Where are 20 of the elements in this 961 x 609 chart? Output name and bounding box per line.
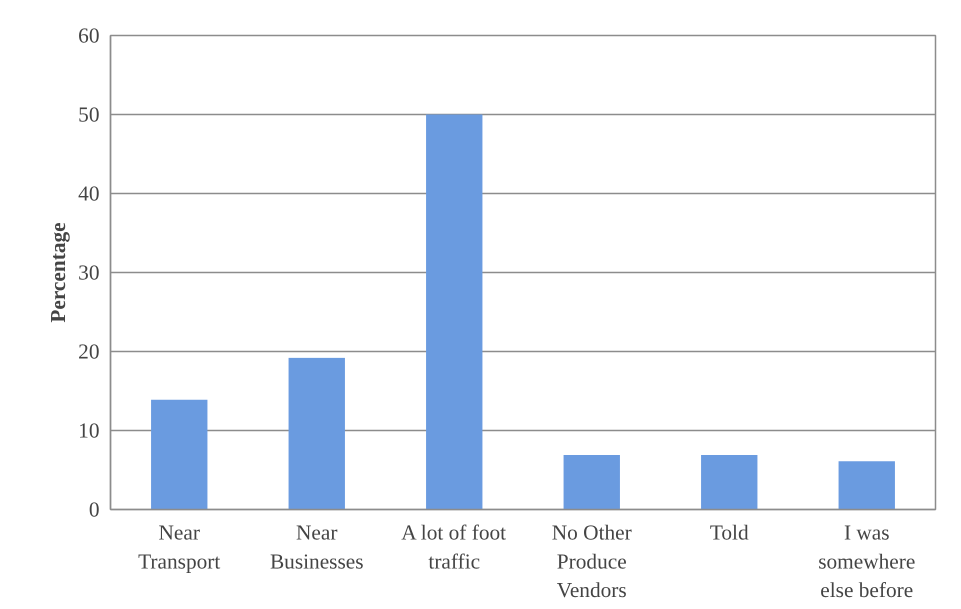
y-tick-label: 10 <box>78 418 100 442</box>
y-tick-label: 40 <box>78 182 100 206</box>
x-tick-label: No Other Produce Vendors <box>552 520 632 602</box>
x-tick-label: Told <box>710 520 749 544</box>
x-tick-label: A lot of foot traffic <box>401 520 506 574</box>
x-tick-label: Near Transport <box>138 520 220 574</box>
bar <box>288 358 345 510</box>
y-axis-title: Percentage <box>46 222 70 323</box>
y-tick-label: 20 <box>78 340 100 364</box>
x-tick-label: Near Businesses <box>270 520 364 574</box>
bar <box>838 461 895 510</box>
y-tick-label: 0 <box>88 498 100 522</box>
bar <box>426 114 482 510</box>
y-tick-label: 50 <box>78 102 100 126</box>
x-tick-label: I was somewhere else before <box>818 520 916 602</box>
y-tick-label: 60 <box>78 24 100 48</box>
bar <box>701 454 758 510</box>
bar <box>151 400 208 510</box>
bar <box>564 454 620 510</box>
y-tick-label: 30 <box>78 260 100 284</box>
